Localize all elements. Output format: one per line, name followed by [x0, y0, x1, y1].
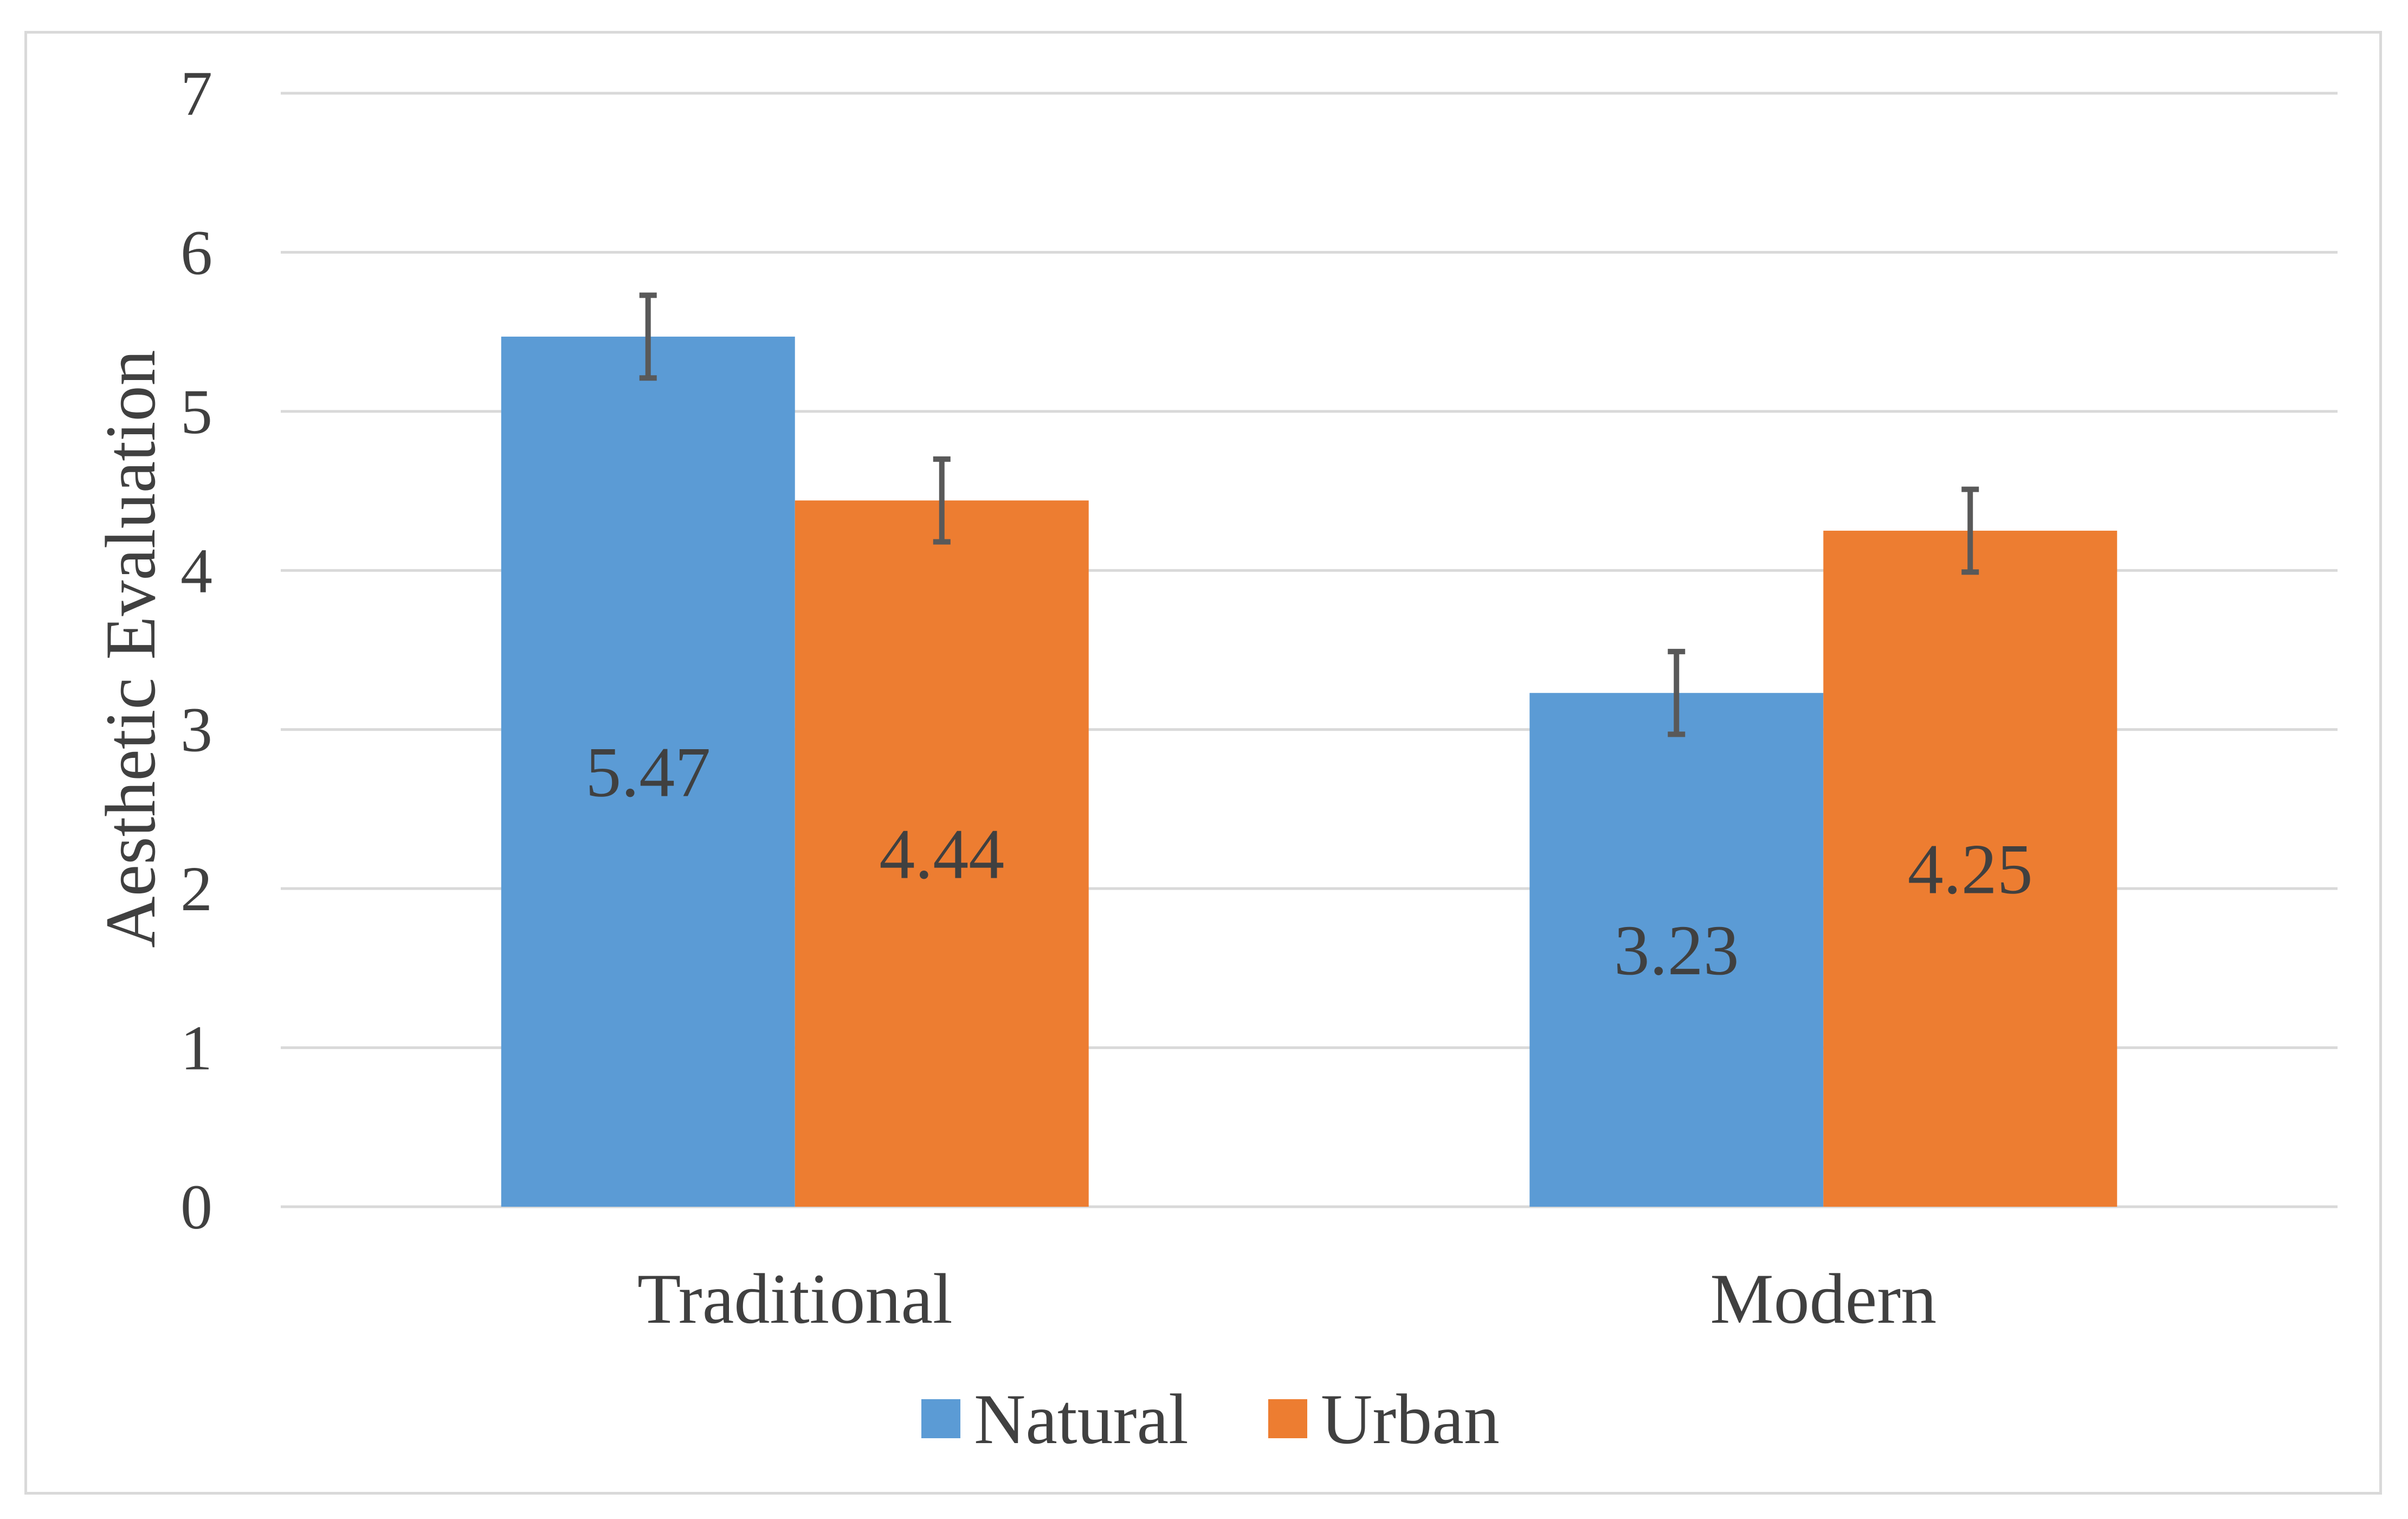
y-axis-title: Aesthetic Evaluation — [91, 350, 170, 948]
x-axis-categories: Traditional Modern — [637, 1259, 1936, 1338]
category-label-traditional: Traditional — [637, 1259, 953, 1338]
error-bar — [1961, 486, 1979, 575]
data-label: 4.25 — [1908, 829, 2033, 909]
y-tick-label: 2 — [180, 853, 212, 924]
y-tick-label: 3 — [180, 694, 212, 765]
legend-item-natural: Natural — [921, 1379, 1189, 1459]
category-label-modern: Modern — [1710, 1259, 1936, 1338]
bar-natural-traditional — [501, 336, 795, 1207]
bar-urban-modern — [1823, 530, 2118, 1207]
bar-urban-traditional — [795, 500, 1089, 1207]
legend-swatch — [921, 1399, 960, 1438]
bar-natural-modern — [1529, 693, 1824, 1207]
data-labels: 5.47 4.44 3.23 4.25 — [585, 732, 2033, 990]
y-tick-label: 7 — [180, 58, 212, 129]
legend: Natural Urban — [921, 1379, 1500, 1459]
error-bars — [639, 292, 1979, 737]
y-axis-ticks: 0 1 2 3 4 5 6 7 — [180, 58, 212, 1243]
data-label: 3.23 — [1614, 910, 1739, 990]
y-tick-label: 4 — [180, 535, 212, 606]
error-bar — [639, 292, 657, 381]
y-tick-label: 1 — [180, 1013, 212, 1084]
y-tick-label: 6 — [180, 217, 212, 288]
legend-item-urban: Urban — [1268, 1379, 1500, 1459]
error-bar — [933, 456, 951, 545]
data-label: 4.44 — [879, 814, 1004, 894]
legend-label: Urban — [1321, 1379, 1500, 1459]
legend-swatch — [1268, 1399, 1307, 1438]
y-tick-label: 5 — [180, 376, 212, 447]
data-label: 5.47 — [585, 732, 711, 812]
y-tick-label: 0 — [180, 1172, 212, 1243]
error-bar — [1668, 648, 1686, 737]
legend-label: Natural — [974, 1379, 1189, 1459]
bars — [501, 336, 2118, 1207]
